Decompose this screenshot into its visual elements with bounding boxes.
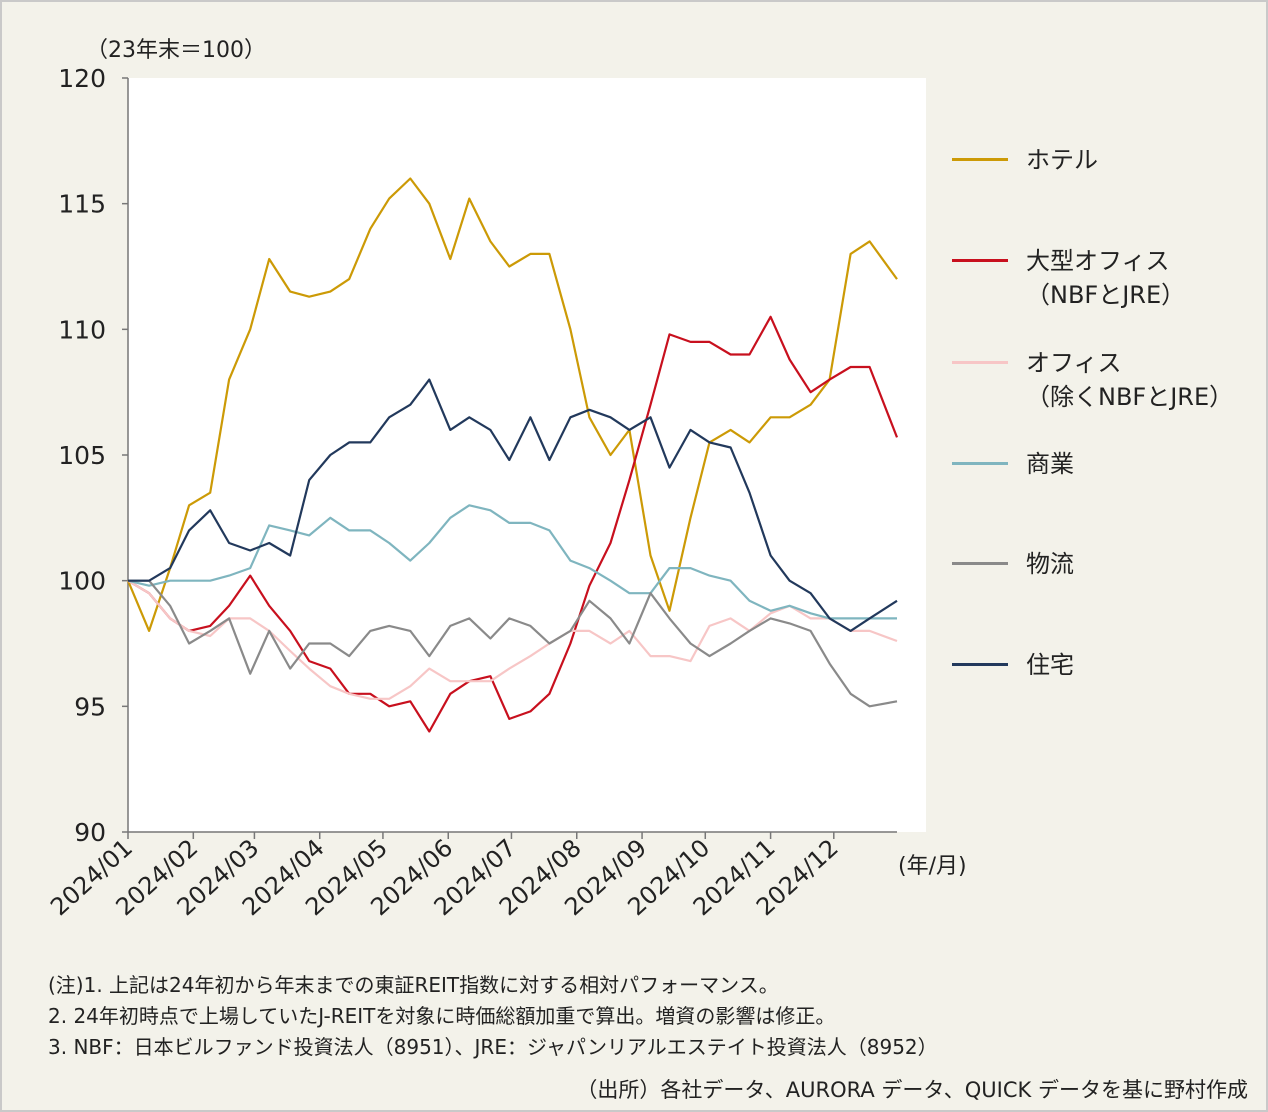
plot-area [128, 78, 926, 832]
legend-item-office: オフィス （除くNBFとJRE） [952, 346, 1233, 414]
legend-item-residential: 住宅 [952, 648, 1074, 682]
legend-swatch [952, 158, 1008, 161]
legend-swatch [952, 663, 1008, 666]
series-line-5 [128, 378, 898, 633]
legend-label: 商業 [1026, 450, 1074, 478]
y-tick-label: 110 [58, 315, 106, 344]
legend-item-logistics: 物流 [952, 547, 1074, 581]
x-axis-unit: (年/月) [898, 854, 967, 879]
y-tick-label: 100 [58, 567, 106, 596]
legend-label: ホテル [1026, 146, 1098, 174]
note-3: 3. NBF：日本ビルファンド投資法人（8951）、JRE：ジャパンリアルエステ… [48, 1035, 938, 1059]
series-line-3 [127, 504, 897, 620]
source-note: （出所）各社データ、AURORA データ、QUICK データを基に野村作成 [576, 1078, 1248, 1102]
legend-swatch [952, 361, 1008, 364]
legend-item-large-office: 大型オフィス （NBFとJRE） [952, 244, 1185, 312]
series-line-0 [126, 177, 898, 633]
note-1: (注)1. 上記は24年初から年末までの東証REIT指数に対する相対パフォーマン… [48, 973, 779, 997]
legend-label: オフィス （除くNBFとJRE） [1026, 349, 1234, 411]
y-axis-label: （23年末＝100） [86, 38, 266, 63]
y-tick-label: 120 [58, 64, 106, 93]
y-tick-label: 105 [58, 441, 106, 470]
legend-item-hotel: ホテル [952, 143, 1098, 177]
legend-label: 大型オフィス （NBFとJRE） [1026, 247, 1186, 309]
y-tick-label: 95 [74, 692, 106, 721]
legend-swatch [952, 562, 1008, 565]
notes: (注)1. 上記は24年初から年末までの東証REIT指数に対する相対パフォーマン… [48, 970, 938, 1063]
legend-item-retail: 商業 [952, 447, 1074, 481]
legend-label: 物流 [1026, 550, 1074, 578]
y-tick-label: 90 [74, 818, 106, 847]
series-line-1 [127, 315, 899, 733]
series-line-2 [127, 579, 898, 700]
legend-swatch [952, 259, 1008, 262]
series-line-4 [128, 579, 898, 708]
note-2: 2. 24年初時点で上場していたJ-REITを対象に時価総額加重で算出。増資の影… [48, 1004, 836, 1028]
legend-swatch [952, 462, 1008, 465]
legend-label: 住宅 [1026, 651, 1074, 679]
y-tick-label: 115 [58, 190, 106, 219]
